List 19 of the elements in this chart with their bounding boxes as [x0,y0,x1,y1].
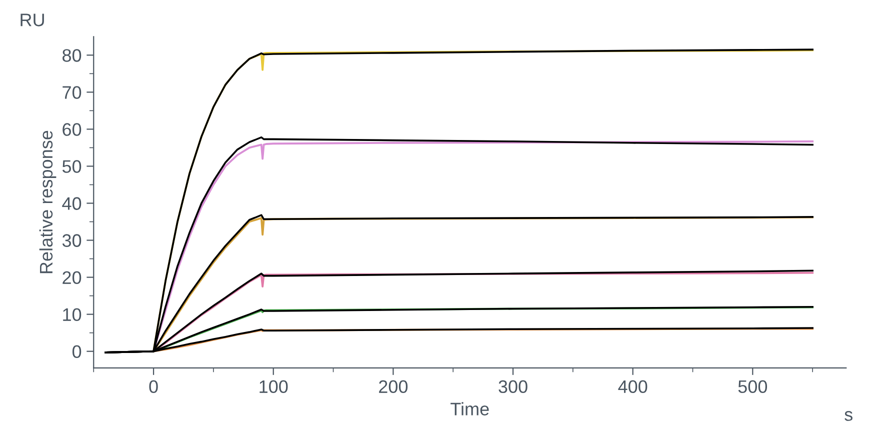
y-tick-label: 10 [63,308,82,322]
y-tick-label: 50 [62,160,82,173]
y-tick-label: 30 [62,234,82,247]
y-tick-label: 40 [62,197,82,210]
text: s [844,411,852,421]
x-tick-label: 0 [149,380,158,394]
x-tick-label: 300 [498,380,528,394]
x-axis-title: Time [450,402,489,416]
x-tick-label: 200 [379,380,408,394]
y-tick-label: 80 [62,49,82,62]
x-tick-label: 100 [260,380,288,394]
y-tick-label: 70 [62,86,82,99]
y-tick-label: 20 [62,271,82,284]
x-tick-label: 500 [738,380,768,394]
text: RU [20,14,44,26]
y-axis-title: Relative response [39,130,56,274]
x-tick-label: 400 [618,380,648,394]
y-tick-label: 60 [62,123,82,136]
y-tick-label: 0 [72,345,82,358]
